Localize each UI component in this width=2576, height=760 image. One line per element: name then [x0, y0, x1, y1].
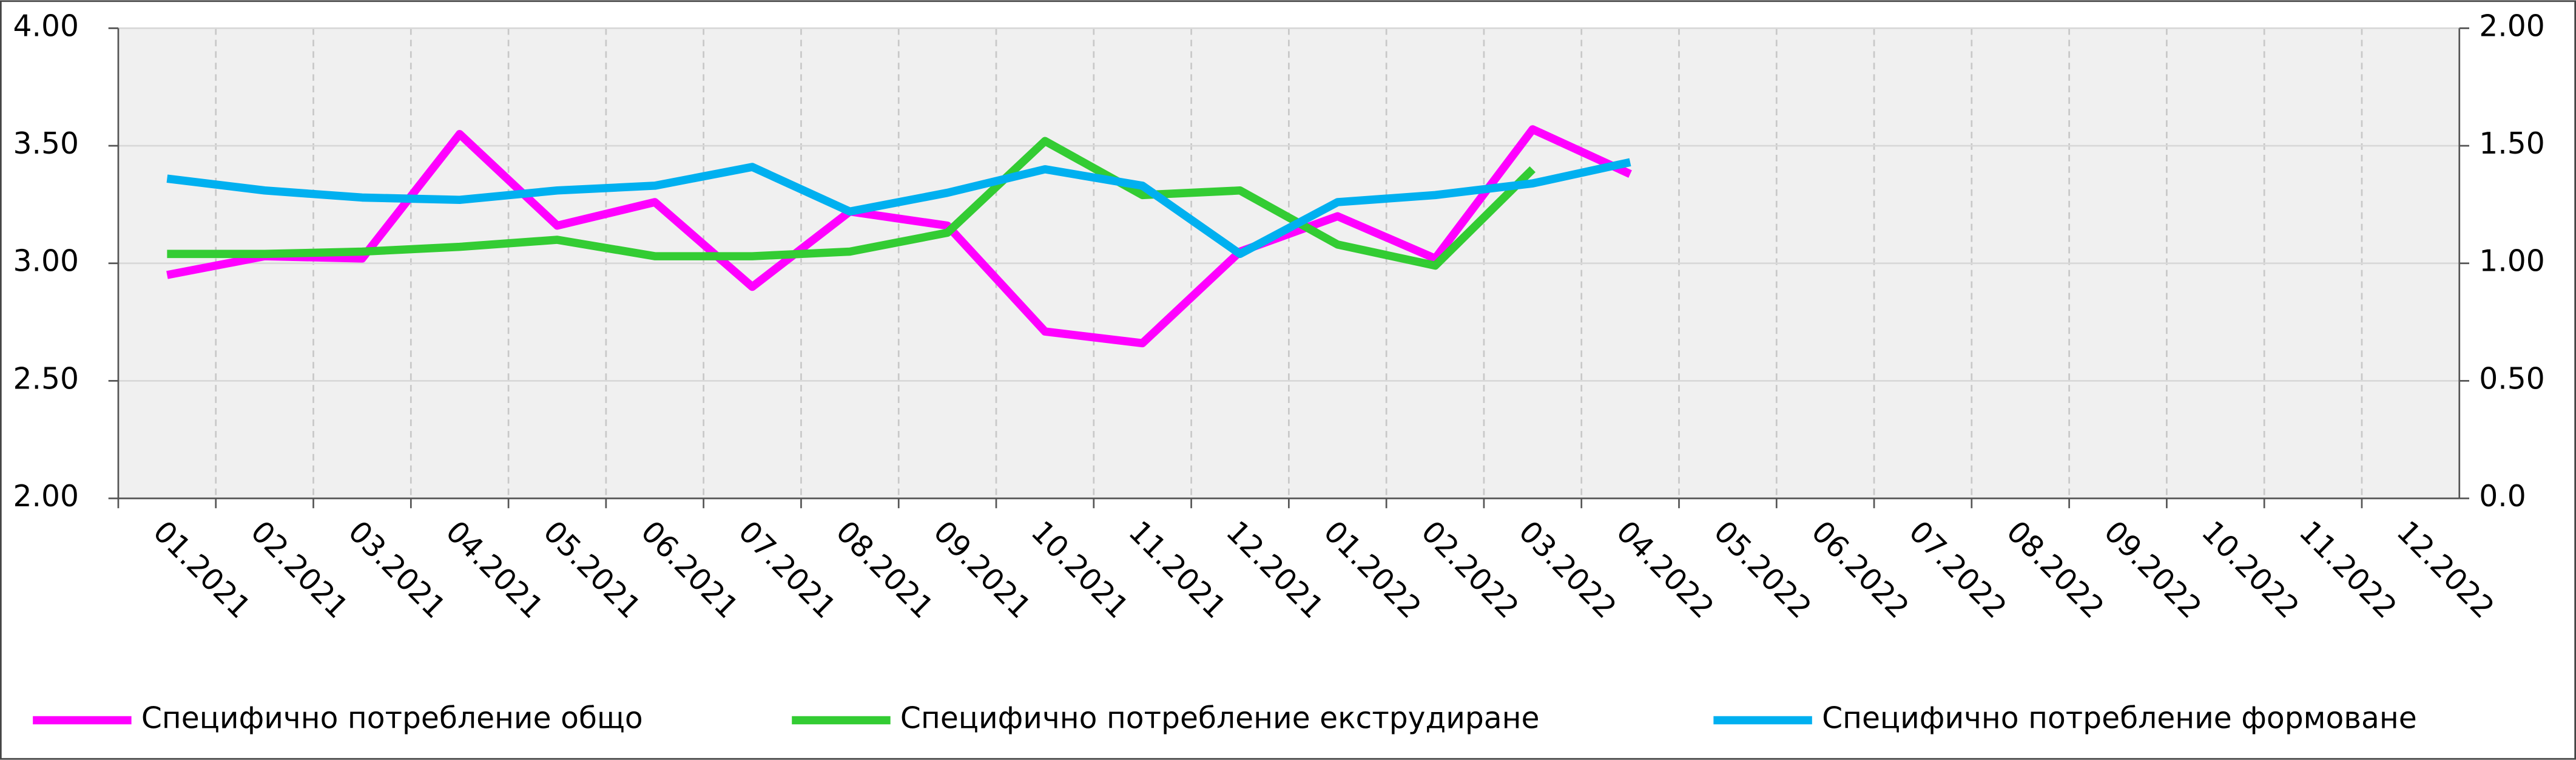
legend-label: Специфично потребление общо [141, 702, 643, 736]
y-tick-label: 2.00 [13, 480, 79, 514]
y2-tick-label: 0.0 [2479, 480, 2526, 514]
y-tick-label: 2.50 [13, 362, 79, 396]
y-tick-label: 3.50 [13, 127, 79, 161]
y2-tick-label: 2.00 [2479, 10, 2545, 44]
legend-label: Специфично потребление формоване [1822, 702, 2417, 736]
y-tick-label: 4.00 [13, 10, 79, 44]
y2-tick-label: 1.50 [2479, 127, 2545, 161]
series-line [166, 158, 1631, 259]
y2-tick-label: 0.50 [2479, 362, 2545, 396]
y-tick-label: 3.00 [13, 245, 79, 279]
series-line [167, 137, 1536, 270]
legend-label: Специфично потребление екструдиране [900, 702, 1540, 736]
y2-tick-label: 1.00 [2479, 245, 2545, 279]
